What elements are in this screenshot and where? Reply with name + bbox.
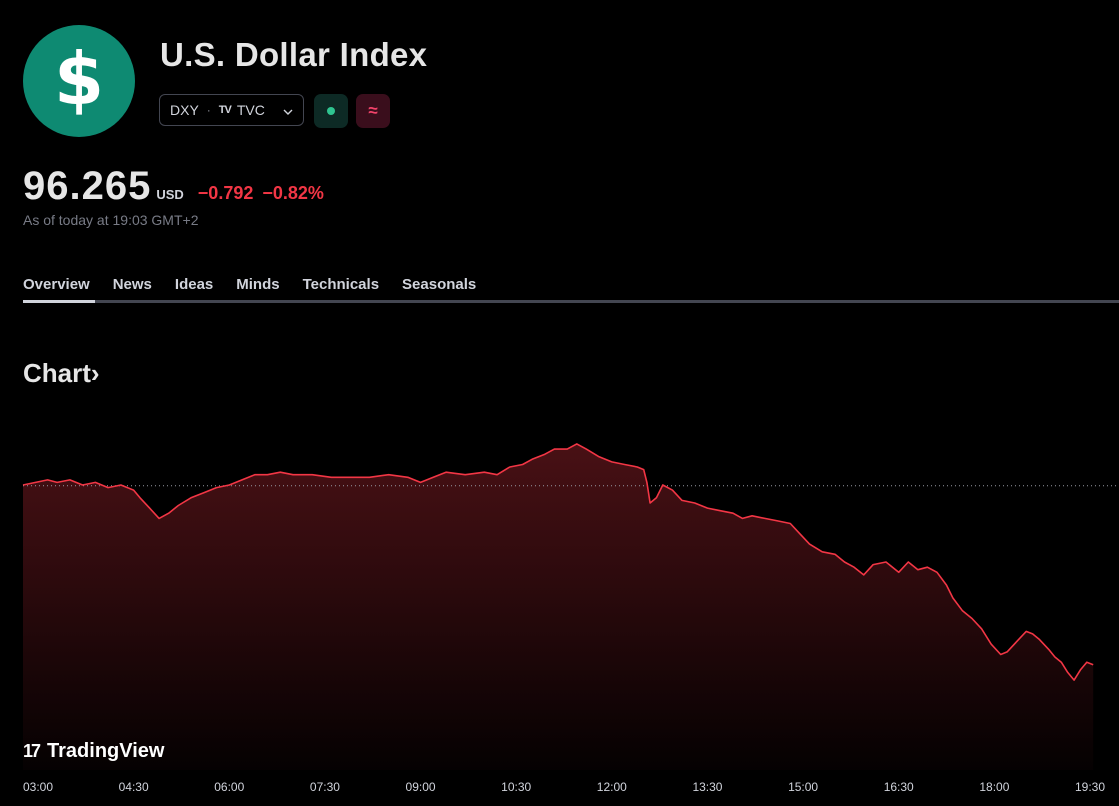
time-tick-label: 19:30 (1075, 780, 1105, 794)
time-tick-label: 18:00 (979, 780, 1009, 794)
time-tick-label: 04:30 (119, 780, 149, 794)
tradingview-wordmark: TradingView (47, 740, 165, 762)
time-tick-label: 15:00 (788, 780, 818, 794)
price-line (22, 443, 1094, 681)
time-tick-label: 06:00 (214, 780, 244, 794)
time-axis: 03:00 04:30 06:00 07:30 09:00 10:30 12:00 13:30… (23, 780, 1105, 794)
chart-heading-text: Chart (23, 358, 91, 388)
tab-overview[interactable]: Overview (23, 276, 90, 293)
separator-dot: · (206, 103, 211, 117)
market-open-dot-icon (327, 107, 335, 115)
market-status-button[interactable] (314, 94, 348, 128)
symbol-selector-button[interactable]: DXY · TV TVC (159, 94, 304, 126)
price-change: −0.792 (197, 183, 254, 203)
time-tick-label: 13:30 (692, 780, 722, 794)
delayed-data-icon: ≈ (368, 101, 378, 120)
time-tick-label: 10:30 (501, 780, 531, 794)
tab-news[interactable]: News (112, 276, 152, 293)
tab-seasonals[interactable]: Seasonals (402, 276, 477, 293)
symbol-ticker: DXY (170, 102, 199, 118)
last-price: 96.265 (23, 164, 152, 208)
time-tick-label: 03:00 (23, 780, 53, 794)
logo-symbol: $ (53, 37, 105, 121)
time-tick-label: 09:00 (406, 780, 436, 794)
tab-minds[interactable]: Minds (236, 276, 280, 293)
chart-heading-link[interactable]: Chart› (23, 358, 100, 389)
time-tick-label: 16:30 (884, 780, 914, 794)
price-change-percent: −0.82% (262, 183, 324, 203)
chevron-down-icon (283, 102, 293, 118)
dollar-logo-icon: $ (23, 25, 135, 137)
quote-row: 96.265 USD −0.792 −0.82% (23, 164, 324, 209)
price-area-fill (23, 443, 1094, 770)
quote-timestamp: As of today at 19:03 GMT+2 (23, 212, 199, 228)
section-tabs: Overview News Ideas Minds Technicals Sea… (23, 276, 499, 293)
tab-technicals[interactable]: Technicals (302, 276, 380, 293)
exchange-name: TVC (236, 102, 265, 118)
tradingview-brand-link[interactable]: 17 TradingView (23, 740, 164, 763)
time-tick-label: 12:00 (597, 780, 627, 794)
page-title: U.S. Dollar Index (160, 36, 428, 73)
tabs-divider (23, 300, 1119, 303)
data-status-button[interactable]: ≈ (356, 94, 390, 128)
tradingview-exchange-icon: TV (218, 104, 232, 116)
chevron-right-icon: › (90, 358, 100, 388)
tab-ideas[interactable]: Ideas (174, 276, 214, 293)
time-tick-label: 07:30 (310, 780, 340, 794)
active-tab-indicator (23, 300, 95, 303)
price-currency: USD (156, 187, 184, 202)
tradingview-logo-icon: 17 (23, 741, 41, 761)
